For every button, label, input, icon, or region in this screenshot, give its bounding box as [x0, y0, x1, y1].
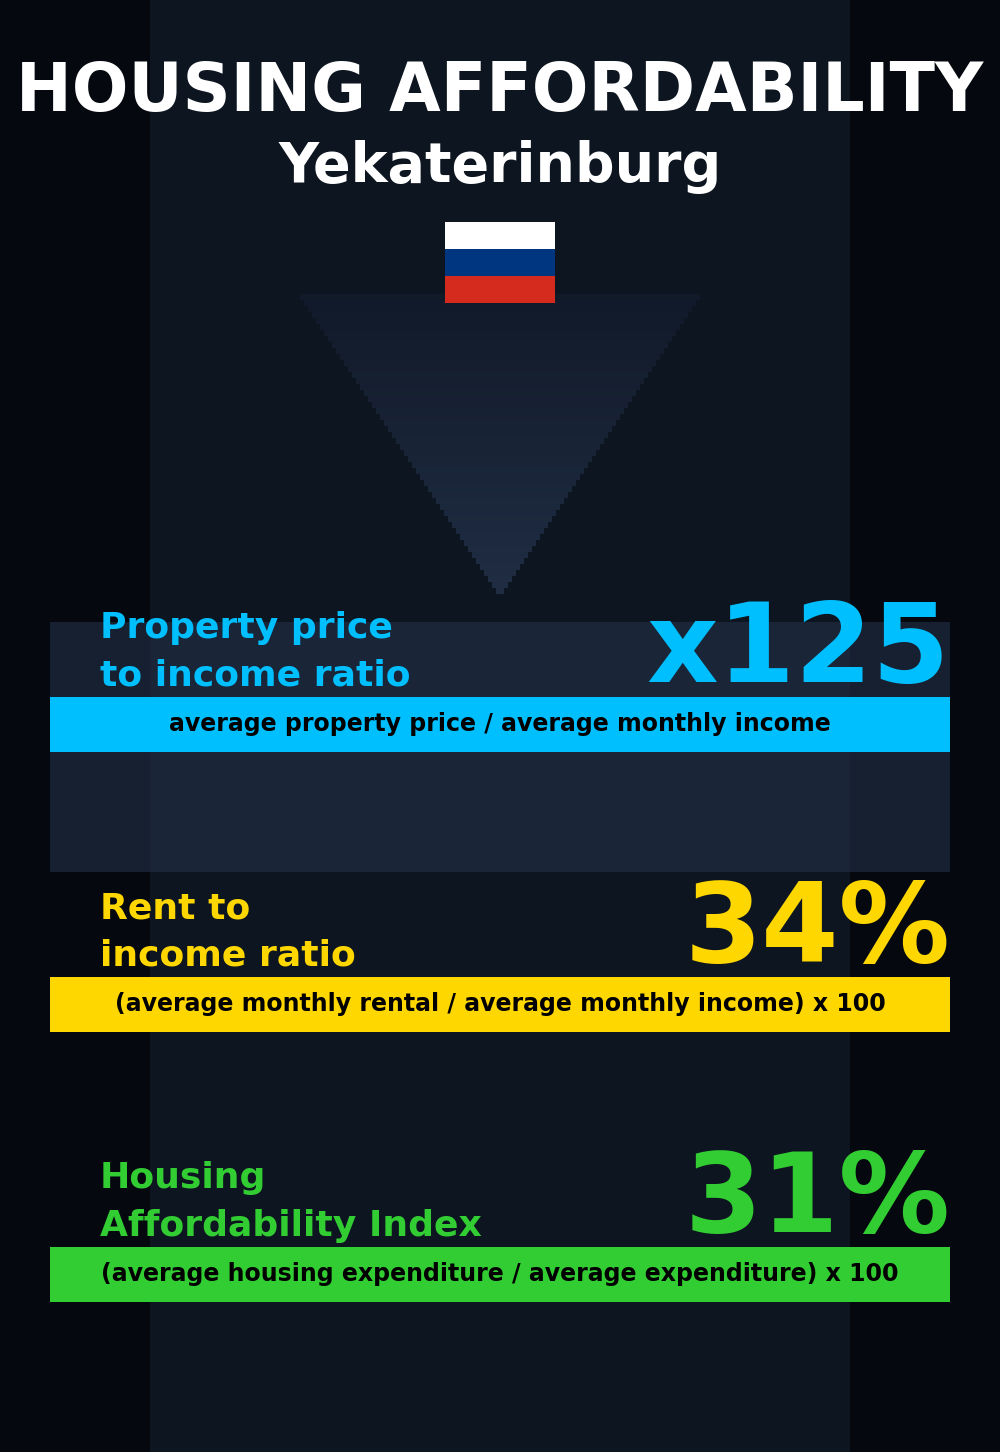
- Bar: [428, 486, 572, 492]
- Bar: [360, 383, 640, 391]
- Bar: [460, 534, 540, 540]
- Bar: [320, 324, 680, 330]
- Bar: [468, 546, 532, 552]
- Text: 31%: 31%: [684, 1149, 950, 1256]
- Bar: [0, 0, 150, 1452]
- Bar: [445, 248, 555, 276]
- Bar: [388, 425, 612, 433]
- Bar: [50, 1247, 950, 1302]
- Bar: [444, 510, 556, 515]
- Text: x125: x125: [647, 598, 950, 706]
- Bar: [396, 439, 604, 444]
- Bar: [484, 571, 516, 576]
- Bar: [448, 515, 552, 523]
- Bar: [384, 420, 616, 425]
- Text: 34%: 34%: [684, 878, 950, 986]
- Bar: [416, 468, 584, 473]
- Bar: [352, 372, 648, 378]
- Bar: [50, 621, 950, 873]
- Bar: [408, 456, 592, 462]
- Text: average property price / average monthly income: average property price / average monthly…: [169, 713, 831, 736]
- Bar: [50, 697, 950, 752]
- Bar: [336, 348, 664, 354]
- Bar: [440, 504, 560, 510]
- Bar: [380, 414, 620, 420]
- Bar: [472, 552, 528, 558]
- Text: (average monthly rental / average monthly income) x 100: (average monthly rental / average monthl…: [115, 993, 885, 1016]
- Bar: [344, 360, 656, 366]
- Bar: [316, 318, 684, 324]
- Bar: [496, 588, 504, 594]
- Bar: [464, 540, 536, 546]
- Bar: [412, 462, 588, 468]
- Bar: [476, 558, 524, 563]
- Text: Housing
Affordability Index: Housing Affordability Index: [100, 1162, 482, 1243]
- Bar: [372, 402, 628, 408]
- Bar: [445, 222, 555, 248]
- Text: (average housing expenditure / average expenditure) x 100: (average housing expenditure / average e…: [101, 1262, 899, 1286]
- Text: HOUSING AFFORDABILITY: HOUSING AFFORDABILITY: [16, 60, 984, 125]
- Bar: [340, 354, 660, 360]
- Bar: [432, 492, 568, 498]
- Bar: [348, 366, 652, 372]
- Bar: [456, 529, 544, 534]
- Bar: [376, 408, 624, 414]
- Bar: [304, 301, 696, 306]
- Bar: [492, 582, 508, 588]
- Bar: [488, 576, 512, 582]
- Bar: [436, 498, 564, 504]
- Bar: [368, 396, 632, 402]
- Bar: [328, 335, 672, 343]
- Bar: [480, 563, 520, 571]
- Bar: [50, 977, 950, 1032]
- Bar: [420, 473, 580, 481]
- Bar: [452, 523, 548, 529]
- Bar: [392, 433, 608, 439]
- Bar: [300, 293, 700, 301]
- Bar: [332, 343, 668, 348]
- Bar: [400, 444, 600, 450]
- Bar: [324, 330, 676, 335]
- Text: Yekaterinburg: Yekaterinburg: [278, 139, 722, 195]
- Text: Rent to
income ratio: Rent to income ratio: [100, 892, 356, 973]
- Bar: [850, 0, 1000, 1452]
- Bar: [445, 276, 555, 303]
- Bar: [308, 306, 692, 312]
- Text: Property price
to income ratio: Property price to income ratio: [100, 611, 411, 693]
- Bar: [404, 450, 596, 456]
- Bar: [424, 481, 576, 486]
- Bar: [364, 391, 636, 396]
- Bar: [356, 378, 644, 383]
- Bar: [312, 312, 688, 318]
